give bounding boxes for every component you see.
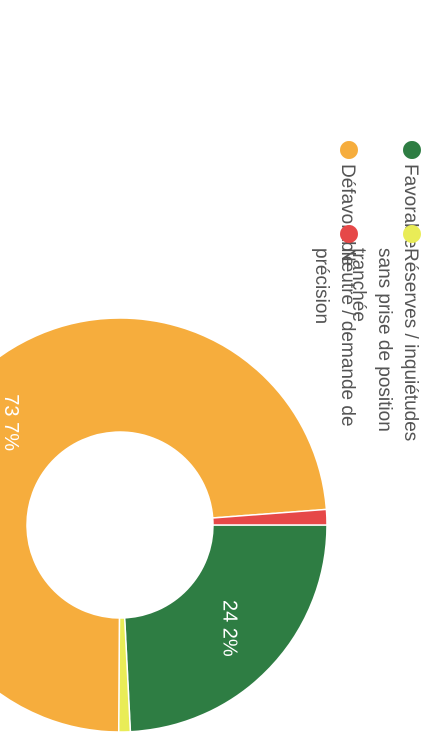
slice-defavorable bbox=[0, 317, 328, 733]
legend-swatch bbox=[340, 141, 358, 159]
slice-neutre-demande-de-precision bbox=[211, 508, 328, 526]
slice-favorable bbox=[123, 524, 328, 733]
data-label-group: 24 2% 73 7% bbox=[0, 394, 240, 657]
legend-swatch bbox=[403, 225, 421, 243]
data-label-favorable: 24 2% bbox=[218, 600, 240, 657]
legend-label: sans prise de position bbox=[374, 248, 395, 432]
legend-label: Réserves / inquiétudes bbox=[400, 248, 421, 441]
legend-label: Neutre / demande de bbox=[337, 248, 358, 427]
donut-group bbox=[0, 317, 328, 733]
legend-swatch bbox=[403, 141, 421, 159]
legend-swatch bbox=[340, 225, 358, 243]
legend-label: tranchée bbox=[348, 248, 369, 322]
legend-label: précision bbox=[311, 248, 332, 324]
data-label-defavorable: 73 7% bbox=[0, 394, 22, 451]
